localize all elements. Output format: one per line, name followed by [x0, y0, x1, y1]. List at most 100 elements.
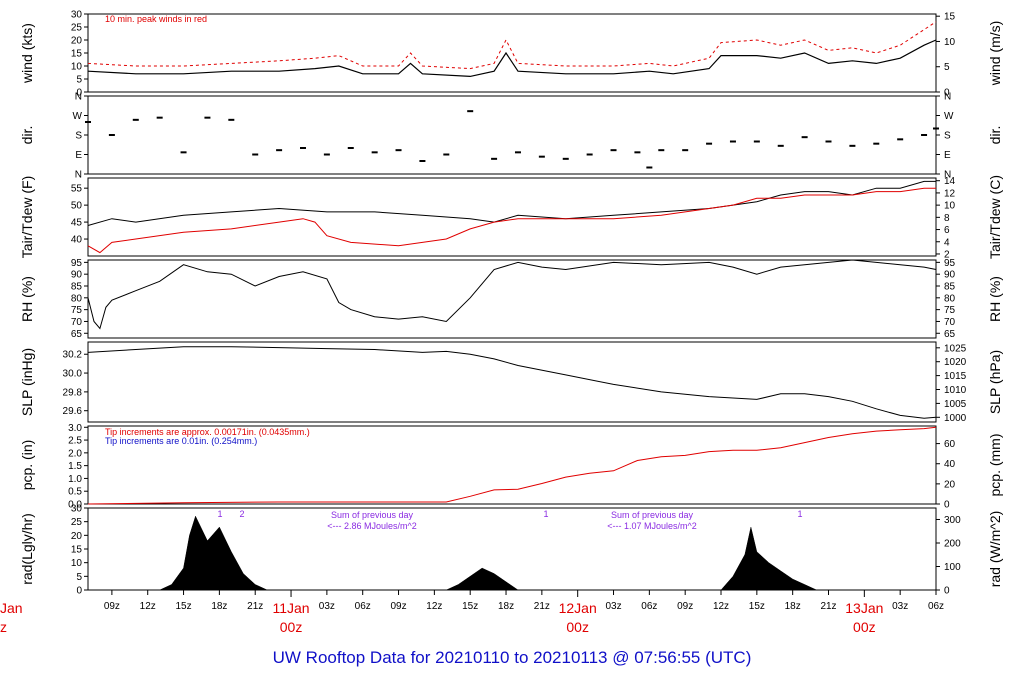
rad-left-tick-label: 20 — [71, 531, 83, 542]
slp-left-tick-label: 30.0 — [63, 369, 83, 380]
x-tick-label: 21z — [820, 601, 836, 612]
slp-right-tick-label: 1025 — [944, 343, 967, 354]
temp-right-tick-label: 2 — [944, 249, 950, 260]
pcp-right-tick-label: 40 — [944, 459, 956, 470]
rad-right-tick-label: 300 — [944, 515, 961, 526]
pcp-left-tick-label: 2.5 — [68, 436, 82, 447]
temp-right-tick-label: 10 — [944, 201, 956, 212]
pcp-left-tick-label: 2.0 — [68, 448, 82, 459]
temp-left-tick-label: 50 — [71, 201, 83, 212]
wind-right-tick-label: 15 — [944, 12, 956, 23]
dir-left-tick-label: N — [75, 170, 82, 181]
pcp-note-blue: Tip increments are 0.01in. (0.254mm.) — [105, 436, 257, 446]
temp-right-tick-label: 14 — [944, 176, 956, 187]
x-tick-label: 15z — [175, 601, 191, 612]
wind-left-tick-label: 20 — [71, 36, 83, 47]
dir-right-tick-label: N — [944, 92, 951, 103]
slp-right-tick-label: 1000 — [944, 413, 967, 424]
rh-left-tick-label: 70 — [71, 317, 83, 328]
temp-right-tick-label: 8 — [944, 213, 950, 224]
slp-right-tick-label: 1005 — [944, 399, 967, 410]
rad-right-tick-label: 200 — [944, 538, 961, 549]
day-label-bottom: 00z — [566, 619, 589, 635]
pcp-right-tick-label: 20 — [944, 479, 956, 490]
x-tick-label: 09z — [104, 601, 120, 612]
wind-left-tick-label: 30 — [71, 10, 83, 21]
temp-left-tick-label: 40 — [71, 235, 83, 246]
wind-series — [87, 39, 937, 78]
pcp-left-tick-label: 1.5 — [68, 461, 82, 472]
temp-left-tick-label: 55 — [71, 184, 83, 195]
slp-right-tick-label: 1015 — [944, 371, 967, 382]
x-tick-label: 03z — [892, 601, 908, 612]
day-label-bottom: 00z — [853, 619, 876, 635]
rh-left-tick-label: 80 — [71, 293, 83, 304]
x-tick-label: 18z — [211, 601, 227, 612]
pcp-note-red: Tip increments are approx. 0.00171in. (0… — [105, 427, 310, 437]
x-tick-label: 12z — [140, 601, 156, 612]
x-tick-label: 18z — [498, 601, 514, 612]
x-tick-label: 21z — [247, 601, 263, 612]
day-label-top: 12Jan — [559, 600, 597, 616]
wind-right-tick-label: 5 — [944, 62, 950, 73]
x-tick-label: 03z — [319, 601, 335, 612]
rad-left-tick-label: 10 — [71, 558, 83, 569]
pcp-right-tick-label: 0 — [944, 500, 950, 511]
rad-right-tick-label: 100 — [944, 562, 961, 573]
wind-left-axis-label: wind (kts) — [19, 23, 35, 84]
dir-right-tick-label: N — [944, 170, 951, 181]
pcp-left-tick-label: 0.5 — [68, 487, 82, 498]
rad-left-tick-label: 15 — [71, 545, 83, 556]
rh-left-tick-label: 95 — [71, 258, 83, 269]
pcp-left-tick-label: 0.0 — [68, 500, 82, 511]
rh-right-tick-label: 85 — [944, 282, 956, 293]
x-tick-label: 15z — [749, 601, 765, 612]
x-tick-label: 06z — [355, 601, 371, 612]
rad-left-axis-label: rad(Lgly/hr) — [19, 513, 35, 585]
rad-right-axis-label: rad (W/m^2) — [987, 511, 1003, 588]
temp-left-axis-label: Tair/Tdew (F) — [19, 176, 35, 258]
wind-left-tick-label: 5 — [76, 75, 82, 86]
rh-right-tick-label: 95 — [944, 258, 956, 269]
slp-right-tick-label: 1020 — [944, 357, 967, 368]
rh-right-tick-label: 65 — [944, 329, 956, 340]
temp-right-tick-label: 12 — [944, 188, 956, 199]
wind-right-axis-label: wind (m/s) — [987, 21, 1003, 87]
rad-right-tick-label: 0 — [944, 586, 950, 597]
day-label-top: 13Jan — [845, 600, 883, 616]
x-tick-label: 18z — [785, 601, 801, 612]
rad-mark: 1 — [543, 509, 548, 519]
rad-left-tick-label: 25 — [71, 517, 83, 528]
pcp-series — [87, 426, 937, 505]
x-tick-label: 03z — [605, 601, 621, 612]
rh-panel-frame — [87, 259, 937, 339]
slp-left-tick-label: 29.6 — [63, 406, 83, 417]
x-tick-label: 15z — [462, 601, 478, 612]
rad-sum-note-line1: Sum of previous day — [611, 510, 694, 520]
dir-right-tick-label: E — [944, 150, 951, 161]
rad-sum-note-line2: <--- 2.86 MJoules/m^2 — [327, 521, 417, 531]
chart-title: UW Rooftop Data for 20210110 to 20210113… — [272, 648, 752, 667]
temp-right-tick-label: 6 — [944, 225, 950, 236]
slp-left-tick-label: 30.2 — [63, 350, 83, 361]
dir-panel-frame — [87, 95, 937, 175]
rh-right-tick-label: 80 — [944, 293, 956, 304]
slp-series — [87, 346, 937, 419]
wind-left-tick-label: 15 — [71, 49, 83, 60]
wind-right-tick-label: 0 — [944, 88, 950, 99]
dir-right-tick-label: W — [944, 111, 954, 122]
slp-panel-frame — [87, 341, 937, 423]
dir-left-tick-label: W — [73, 111, 83, 122]
slp-left-axis-label: SLP (inHg) — [19, 348, 35, 416]
dir-left-tick-label: S — [75, 131, 82, 142]
slp-right-axis-label: SLP (hPa) — [987, 350, 1003, 414]
dir-right-tick-label: S — [944, 131, 951, 142]
rad-sum-note-line2: <--- 1.07 MJoules/m^2 — [607, 521, 697, 531]
x-tick-label: 12z — [426, 601, 442, 612]
x-tick-label: 21z — [534, 601, 550, 612]
clipped-day-label-top: Jan — [0, 600, 23, 616]
rad-mark: 1 — [217, 509, 222, 519]
rad-series — [88, 515, 936, 591]
rad-mark: 1 — [797, 509, 802, 519]
